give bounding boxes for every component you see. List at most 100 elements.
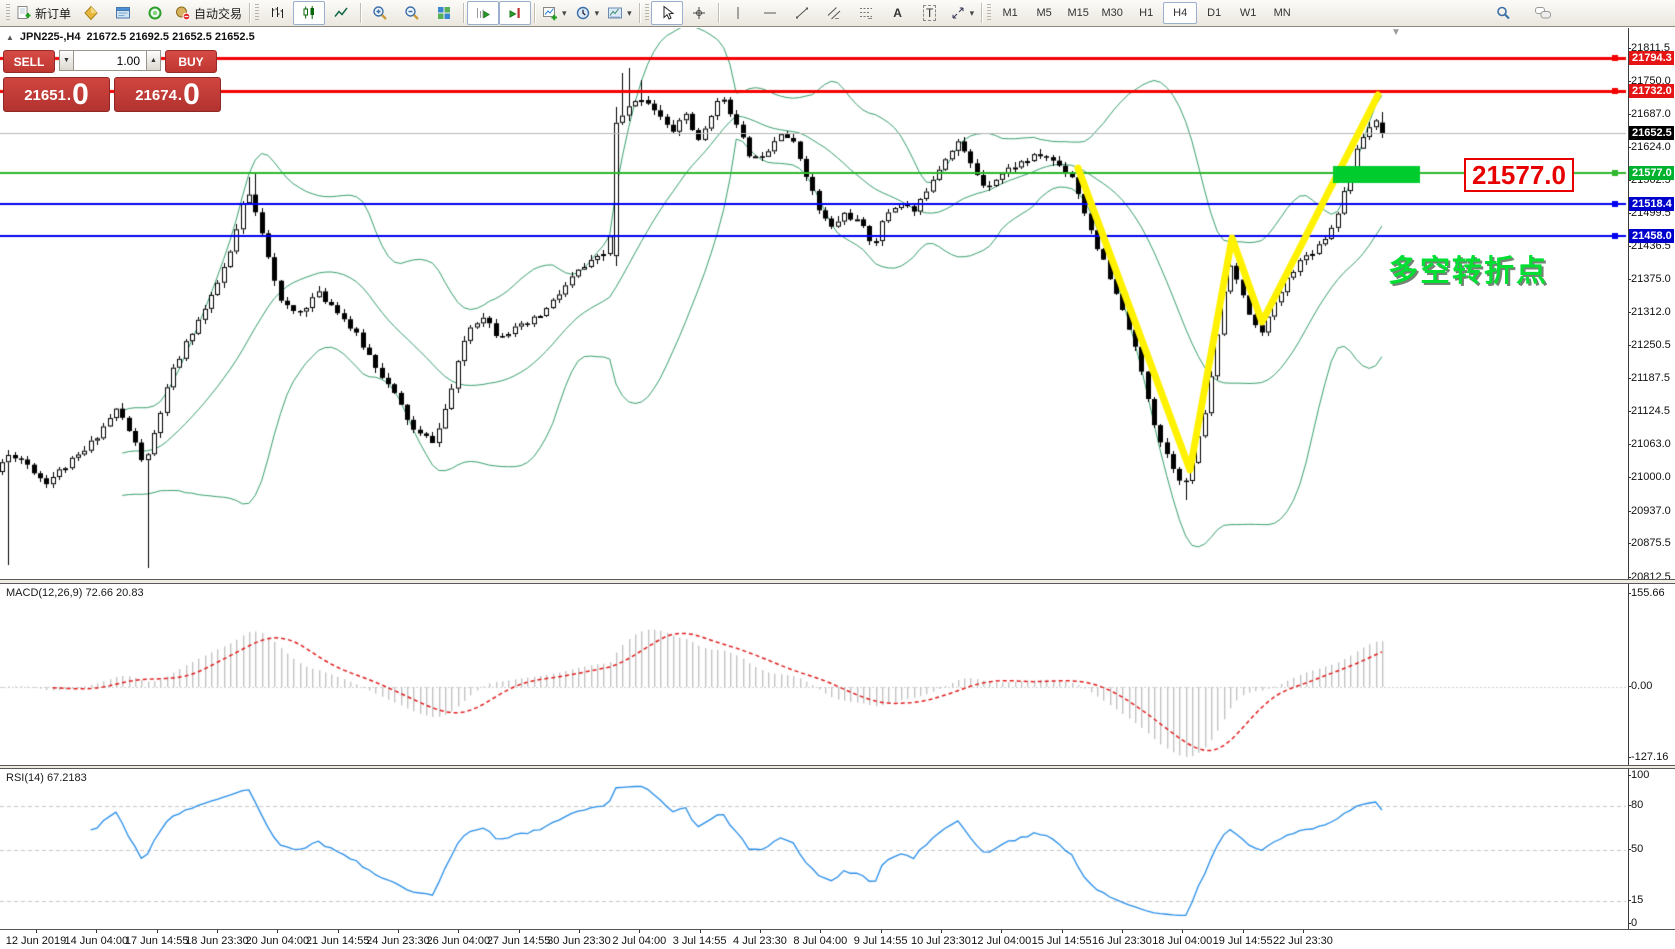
- arrows-tool-button[interactable]: ▾: [946, 1, 979, 25]
- time-tick: [1182, 930, 1184, 933]
- volume-increase-button[interactable]: ▲: [146, 50, 161, 71]
- macd-tick-label: 155.66: [1628, 587, 1665, 599]
- rsi-tick-label: 100: [1627, 769, 1650, 781]
- timeframe-D1[interactable]: D1: [1207, 7, 1222, 19]
- text-label-tool-button[interactable]: T: [914, 1, 946, 25]
- time-tick: [96, 930, 98, 933]
- volume-decrease-button[interactable]: ▼: [59, 50, 74, 71]
- price-axis[interactable]: 21811.521750.021687.021624.021562.521499…: [1628, 28, 1675, 583]
- toolbar-grip[interactable]: [255, 4, 260, 22]
- price-badge: 21794.3: [1629, 51, 1674, 66]
- buy-price-dot: .: [177, 87, 183, 104]
- volume-input[interactable]: [74, 50, 146, 71]
- line-chart-button[interactable]: [325, 1, 357, 25]
- toolbar-grip[interactable]: [987, 4, 992, 22]
- price-tick-label: 20875.5: [1628, 537, 1671, 550]
- fibonacci-tool-button[interactable]: [850, 1, 882, 25]
- time-label: 22 Jul 23:30: [1272, 935, 1333, 947]
- timeframe-M15[interactable]: M15: [1067, 7, 1089, 19]
- one-click-collapse-icon[interactable]: ▲: [6, 32, 14, 42]
- text-label-tool-icon: T: [922, 5, 937, 21]
- time-tick: [639, 930, 641, 933]
- metaeditor-button[interactable]: [75, 1, 107, 25]
- horizontal-line-icon: [763, 12, 776, 14]
- toolbar-separator: [360, 3, 362, 23]
- buy-price-button[interactable]: 21674. 0: [114, 77, 221, 112]
- time-tick: [1061, 930, 1063, 933]
- zoom-out-button[interactable]: [396, 1, 428, 25]
- rsi-canvas[interactable]: [0, 769, 1628, 929]
- dropdown-arrow-icon: ▾: [969, 7, 975, 18]
- time-label: 16 Jul 23:30: [1091, 935, 1152, 947]
- time-tick: [820, 930, 822, 933]
- chart-shift-icon: [509, 8, 520, 18]
- price-annotation-box[interactable]: 21577.0: [1464, 158, 1574, 192]
- timeframe-M30[interactable]: M30: [1101, 7, 1123, 19]
- panel-splitter[interactable]: [0, 579, 1675, 584]
- timeframe-M5[interactable]: M5: [1036, 7, 1052, 19]
- timeframe-M1[interactable]: M1: [1002, 7, 1018, 19]
- time-label: 19 Jul 14:55: [1212, 935, 1273, 947]
- price-tick-label: 21375.0: [1628, 272, 1671, 285]
- arrows-icon: [952, 7, 964, 19]
- trendline-tool-button[interactable]: [786, 1, 818, 25]
- time-axis[interactable]: 12 Jun 2019 14 Jun 04:00 17 Jun 14:55 18 Ju…: [0, 929, 1675, 949]
- chart-shift-button[interactable]: [499, 1, 532, 25]
- sell-button[interactable]: SELL: [3, 50, 55, 73]
- rsi-panel: RSI(14) 67.2183 100 80 50 15 0: [0, 769, 1675, 929]
- dropdown-arrow-icon: ▾: [594, 7, 600, 18]
- templates-dropdown-button[interactable]: ▾: [603, 1, 636, 25]
- rsi-label: RSI(14) 67.2183: [6, 772, 87, 784]
- rsi-axis[interactable]: 100 80 50 15 0: [1627, 769, 1675, 929]
- auto-scroll-button[interactable]: [467, 1, 500, 25]
- candlestick-chart-button[interactable]: [293, 1, 326, 25]
- sell-price-button[interactable]: 21651. 0: [3, 77, 110, 112]
- time-tick: [1001, 930, 1003, 933]
- timeframe-MN[interactable]: MN: [1273, 7, 1291, 19]
- time-label: 26 Jun 04:00: [426, 935, 491, 947]
- horizontal-line-tool-button[interactable]: [754, 1, 786, 25]
- autotrading-icon: [176, 6, 191, 21]
- new-order-label: 新订单: [35, 6, 72, 21]
- price-tick-label: 21124.5: [1628, 405, 1670, 418]
- vertical-line-tool-button[interactable]: [722, 1, 754, 25]
- search-button[interactable]: [1487, 1, 1519, 25]
- buy-button[interactable]: BUY: [165, 50, 217, 73]
- time-tick: [397, 930, 399, 933]
- turning-point-annotation[interactable]: 多空转折点: [1388, 255, 1548, 288]
- indicators-dropdown-button[interactable]: ▾: [538, 1, 571, 25]
- timeframe-W1[interactable]: W1: [1239, 7, 1257, 19]
- crosshair-tool-button[interactable]: [683, 1, 715, 25]
- clock-icon: [576, 6, 589, 20]
- strategy-tester-button[interactable]: [139, 1, 171, 25]
- equidistant-channel-tool-button[interactable]: [818, 1, 850, 25]
- cursor-tool-button[interactable]: [650, 1, 683, 25]
- tile-windows-button[interactable]: [428, 1, 460, 25]
- new-order-button[interactable]: 新订单: [12, 1, 75, 25]
- dropdown-arrow-icon: ▾: [627, 7, 632, 18]
- toolbar-separator: [534, 3, 536, 23]
- candlestick-chart-icon: [303, 6, 315, 19]
- text-tool-button[interactable]: A: [882, 1, 914, 25]
- toolbar-grip[interactable]: [644, 4, 649, 22]
- macd-axis[interactable]: 155.66 0.00 -127.16: [1627, 584, 1675, 765]
- macd-canvas[interactable]: [0, 584, 1628, 765]
- periods-dropdown-button[interactable]: ▾: [571, 1, 604, 25]
- chat-button[interactable]: [1527, 1, 1559, 25]
- autotrading-button[interactable]: 自动交易: [171, 1, 246, 25]
- main-chart-canvas[interactable]: [0, 28, 1628, 579]
- time-tick: [699, 930, 701, 933]
- terminal-button[interactable]: [107, 1, 139, 25]
- timeframe-H1[interactable]: H1: [1139, 7, 1154, 19]
- timeframe-H4[interactable]: H4: [1163, 2, 1198, 24]
- zoom-in-button[interactable]: [364, 1, 396, 25]
- bar-chart-button[interactable]: [261, 1, 293, 25]
- time-tick: [1242, 930, 1244, 933]
- chart-shift-marker-icon[interactable]: ▼: [1391, 27, 1401, 38]
- toolbar-grip[interactable]: [6, 4, 10, 22]
- bar-chart-icon: [272, 7, 284, 18]
- panel-splitter[interactable]: [0, 765, 1675, 769]
- time-label: 21 Jun 14:55: [305, 935, 370, 947]
- time-tick: [36, 930, 37, 933]
